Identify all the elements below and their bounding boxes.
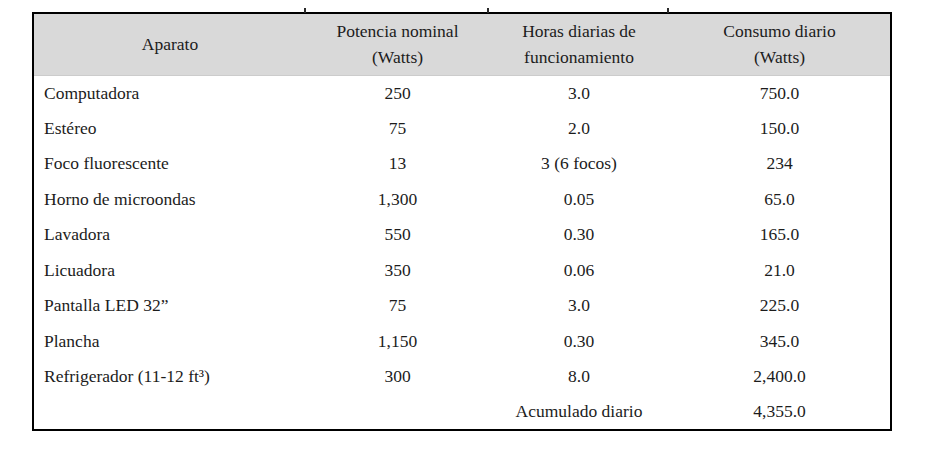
cell-consumo: 345.0 <box>669 324 891 360</box>
table-row: Lavadora 550 0.30 165.0 <box>33 217 891 253</box>
cell-consumo: 2,400.0 <box>669 359 891 395</box>
table-row: Estéreo 75 2.0 150.0 <box>33 111 891 147</box>
cell-consumo: 21.0 <box>669 253 891 289</box>
col-header-potencia: Potencia nominal (Watts) <box>306 13 489 75</box>
cell-aparato: Estéreo <box>33 111 306 147</box>
cell-potencia: 1,150 <box>306 324 489 360</box>
cell-aparato: Horno de microondas <box>33 182 306 218</box>
cell-horas: 0.05 <box>489 182 669 218</box>
cell-potencia: 300 <box>306 359 489 395</box>
cell-consumo: 225.0 <box>669 288 891 324</box>
cell-horas: 3 (6 focos) <box>489 146 669 182</box>
cell-potencia: 250 <box>306 75 489 111</box>
table-header: Aparato Potencia nominal (Watts) Horas d… <box>33 13 891 75</box>
col-header-aparato: Aparato <box>33 13 306 75</box>
table-header-row: Aparato Potencia nominal (Watts) Horas d… <box>33 13 891 75</box>
cell-aparato: Licuadora <box>33 253 306 289</box>
column-divider-tick <box>304 8 306 13</box>
cell-consumo: 234 <box>669 146 891 182</box>
col-header-label: Potencia nominal <box>306 18 489 45</box>
col-header-label: funcionamiento <box>489 44 669 71</box>
cell-potencia: 75 <box>306 111 489 147</box>
column-divider-tick <box>487 8 489 13</box>
cell-consumo: 165.0 <box>669 217 891 253</box>
total-value: 4,355.0 <box>669 395 891 431</box>
cell-consumo: 150.0 <box>669 111 891 147</box>
col-header-label: Aparato <box>34 31 306 58</box>
col-header-label: Consumo diario <box>669 18 890 45</box>
cell-horas: 8.0 <box>489 359 669 395</box>
column-divider-tick <box>667 8 669 13</box>
cell-potencia: 1,300 <box>306 182 489 218</box>
cell-potencia-empty <box>306 395 489 431</box>
consumption-table-container: Aparato Potencia nominal (Watts) Horas d… <box>32 12 892 431</box>
appliance-consumption-table: Aparato Potencia nominal (Watts) Horas d… <box>32 12 892 431</box>
table-row: Foco fluorescente 13 3 (6 focos) 234 <box>33 146 891 182</box>
cell-potencia: 13 <box>306 146 489 182</box>
cell-aparato-empty <box>33 395 306 431</box>
cell-potencia: 75 <box>306 288 489 324</box>
table-row: Horno de microondas 1,300 0.05 65.0 <box>33 182 891 218</box>
cell-horas: 0.06 <box>489 253 669 289</box>
cell-aparato: Foco fluorescente <box>33 146 306 182</box>
col-header-consumo: Consumo diario (Watts) <box>669 13 891 75</box>
col-header-horas: Horas diarias de funcionamiento <box>489 13 669 75</box>
table-row: Licuadora 350 0.06 21.0 <box>33 253 891 289</box>
table-row: Computadora 250 3.0 750.0 <box>33 75 891 111</box>
cell-aparato: Refrigerador (11-12 ft³) <box>33 359 306 395</box>
cell-horas: 3.0 <box>489 75 669 111</box>
table-total-row: Acumulado diario 4,355.0 <box>33 395 891 431</box>
cell-horas: 0.30 <box>489 324 669 360</box>
cell-aparato: Computadora <box>33 75 306 111</box>
cell-horas: 2.0 <box>489 111 669 147</box>
document-page: Aparato Potencia nominal (Watts) Horas d… <box>0 0 928 455</box>
cell-horas: 0.30 <box>489 217 669 253</box>
cell-aparato: Pantalla LED 32” <box>33 288 306 324</box>
table-row: Pantalla LED 32” 75 3.0 225.0 <box>33 288 891 324</box>
col-header-label: Horas diarias de <box>489 18 669 45</box>
col-header-unit: (Watts) <box>669 44 890 71</box>
table-body: Computadora 250 3.0 750.0 Estéreo 75 2.0… <box>33 75 891 430</box>
col-header-unit: (Watts) <box>306 44 489 71</box>
table-row: Refrigerador (11-12 ft³) 300 8.0 2,400.0 <box>33 359 891 395</box>
cell-consumo: 750.0 <box>669 75 891 111</box>
cell-potencia: 550 <box>306 217 489 253</box>
table-row: Plancha 1,150 0.30 345.0 <box>33 324 891 360</box>
cell-horas: 3.0 <box>489 288 669 324</box>
cell-aparato: Lavadora <box>33 217 306 253</box>
total-label: Acumulado diario <box>489 395 669 431</box>
cell-aparato: Plancha <box>33 324 306 360</box>
cell-consumo: 65.0 <box>669 182 891 218</box>
cell-potencia: 350 <box>306 253 489 289</box>
